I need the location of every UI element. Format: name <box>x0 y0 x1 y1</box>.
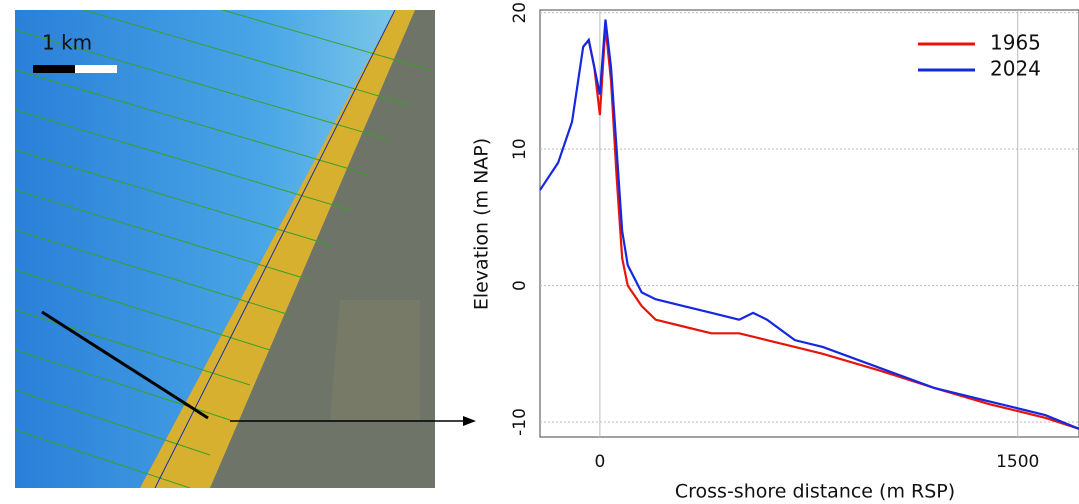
scale-bar <box>33 65 75 73</box>
scale-label: 1 km <box>42 31 92 55</box>
scale-bar <box>75 65 117 73</box>
legend-label: 1965 <box>990 31 1041 55</box>
map: 1 km <box>15 10 435 488</box>
chart: Cross-shore distance (m RSP) Elevation (… <box>471 2 1079 503</box>
line <box>539 19 1079 430</box>
fields <box>330 300 420 420</box>
selected-transect <box>41 310 209 420</box>
legend-label: 2024 <box>990 57 1041 81</box>
plot-area <box>539 9 1079 438</box>
y-tick-label: -10 <box>510 408 530 436</box>
y-tick-label: 10 <box>510 138 530 160</box>
x-tick-label: 1500 <box>996 452 1039 472</box>
x-tick-label: 0 <box>594 452 605 472</box>
y-tick-label: 0 <box>510 280 530 291</box>
arrow-head <box>463 416 476 426</box>
y-axis-title: Elevation (m NAP) <box>471 138 493 310</box>
x-axis-title: Cross-shore distance (m RSP) <box>675 481 955 503</box>
y-tick-label: 20 <box>510 2 530 24</box>
